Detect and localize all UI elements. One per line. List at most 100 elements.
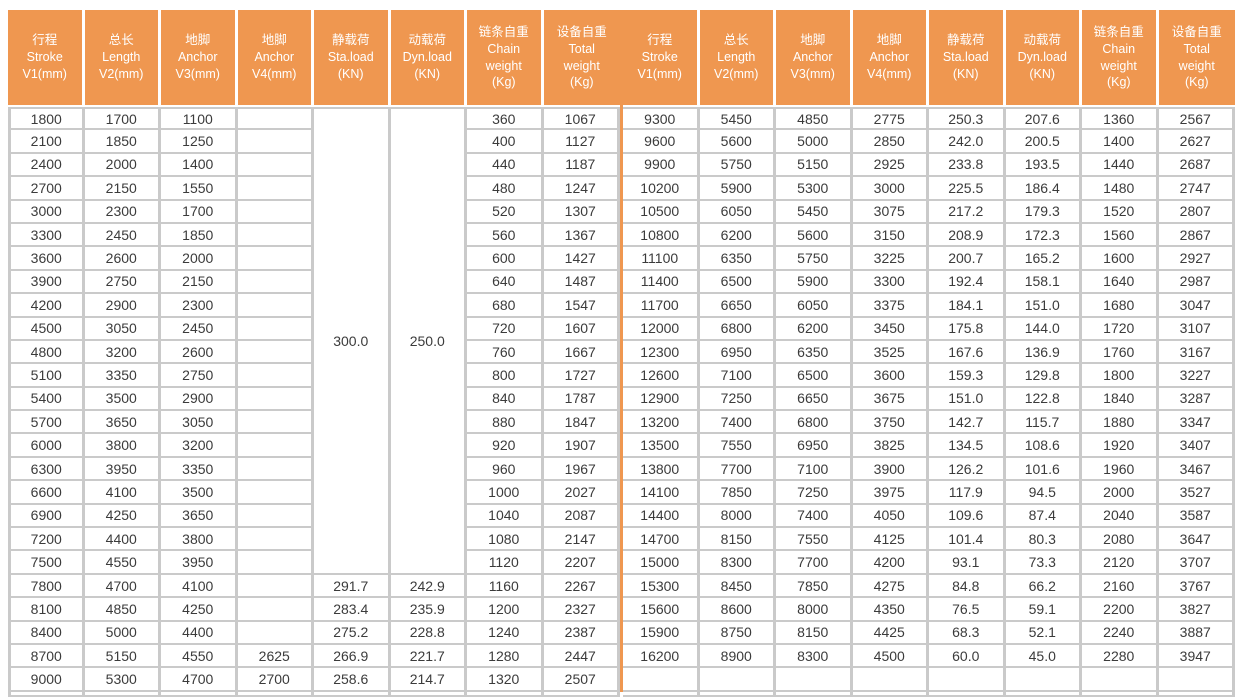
cell-dyn-load: 94.5: [1005, 481, 1082, 505]
table-row: 2100 1850 1250 400 1127: [8, 130, 620, 154]
cell-stroke: 4800: [8, 340, 85, 365]
col-header-stroke: 行程 Stroke V1(mm): [8, 10, 85, 107]
cell-length: 2150: [84, 177, 161, 201]
cell-anchor-v4: [237, 153, 314, 178]
cell-stroke: 14400: [623, 504, 700, 529]
cell-anchor-v4: [237, 598, 314, 622]
table-row: 14100 7850 7250 3975 117.9 94.5 2000 3527: [623, 481, 1235, 505]
cell-chain-weight: 2040: [1082, 504, 1159, 529]
cell-stroke: 1800: [8, 107, 85, 131]
cell-anchor-v3: 3200: [161, 434, 238, 458]
cell-dyn-load: 52.1: [1005, 621, 1082, 645]
cell-anchor-v4: 3900: [852, 457, 929, 482]
cell-total-weight: 2567: [1158, 107, 1235, 131]
cell-sta-load: 84.8: [929, 574, 1006, 599]
cell-sta-load: 101.4: [929, 528, 1006, 552]
cell-dyn-load: 129.8: [1005, 364, 1082, 388]
cell-length: 7250: [699, 387, 776, 412]
cell-stroke: 14100: [623, 481, 700, 505]
cell-sta-load: 208.9: [929, 223, 1006, 248]
cell-total-weight: 3227: [1158, 364, 1235, 388]
cell-stroke: 10200: [623, 177, 700, 201]
cell-anchor-v4: [237, 411, 314, 435]
table-row: 1800 1700 1100 300.0 250.0 360 1067: [8, 107, 620, 575]
cell-stroke: [623, 668, 700, 692]
table-row: 14400 8000 7400 4050 109.6 87.4 2040 3587: [623, 504, 1235, 529]
cell-stroke: 4200: [8, 294, 85, 318]
cell-dyn-load: 179.3: [1005, 200, 1082, 224]
spec-table-left-half: 行程 Stroke V1(mm) 总长 Length V2(mm) 地脚 Ancho…: [8, 10, 620, 697]
cell-stroke: 2100: [8, 130, 85, 154]
cell-anchor-v3: 1100: [161, 107, 238, 131]
col-header-anchor-v4: 地脚 Anchor V4(mm): [237, 10, 314, 107]
cell-chain-weight: 640: [467, 270, 544, 295]
cell-dyn-load: 186.4: [1005, 177, 1082, 201]
cell-stroke: 6900: [8, 504, 85, 529]
table-row: 9600 5600 5000 2850 242.0 200.5 1400 2627: [623, 130, 1235, 154]
cell-chain-weight: 1040: [467, 504, 544, 529]
cell-sta-load: 167.6: [929, 340, 1006, 365]
cell-chain-weight: 760: [467, 340, 544, 365]
cell-total-weight: 3347: [1158, 411, 1235, 435]
cell-length: 4250: [84, 504, 161, 529]
cell-chain-weight: 560: [467, 223, 544, 248]
table-row: 13800 7700 7100 3900 126.2 101.6 1960 3467: [623, 457, 1235, 482]
cell-sta-load: 200.7: [929, 247, 1006, 271]
cell-stroke: 4500: [8, 317, 85, 341]
cell-sta-load: 217.2: [929, 200, 1006, 224]
cell-total-weight: 2207: [543, 551, 620, 575]
table-row: 3900 2750 2150 640 1487: [8, 270, 620, 295]
cell-total-weight: 2027: [543, 481, 620, 505]
table-row: 15600 8600 8000 4350 76.5 59.1 2200 3827: [623, 598, 1235, 622]
cell-chain-weight: 1920: [1082, 434, 1159, 458]
cell-chain-weight: 880: [467, 411, 544, 435]
cell-anchor-v4: [237, 434, 314, 458]
cell-anchor-v3: 2750: [161, 364, 238, 388]
col-header-dyn-load: 动载荷 Dyn.load (KN): [390, 10, 467, 107]
cell-stroke: 13500: [623, 434, 700, 458]
table-row: 9000 5300 4700 2700 258.6 214.7 1320 2507: [8, 668, 620, 692]
cell-anchor-v3: 4400: [161, 621, 238, 645]
cell-dyn-load: 101.6: [1005, 457, 1082, 482]
cell-anchor-v4: [237, 247, 314, 271]
cell-length: 2300: [84, 200, 161, 224]
table-row: 9300 5450 4850 2775 250.3 207.6 1360 2567: [623, 107, 1235, 131]
cell-anchor-v3: 1400: [161, 153, 238, 178]
cell-anchor-v3: 5150: [776, 153, 853, 178]
table-row: 10200 5900 5300 3000 225.5 186.4 1480 2747: [623, 177, 1235, 201]
cutoff-cell: [161, 691, 238, 697]
cutoff-cell: [699, 691, 776, 697]
cell-stroke: 12300: [623, 340, 700, 365]
cell-total-weight: [1158, 668, 1235, 692]
cell-chain-weight: 840: [467, 387, 544, 412]
cell-total-weight: 2327: [543, 598, 620, 622]
cell-sta-load: 242.0: [929, 130, 1006, 154]
cell-anchor-v4: 3975: [852, 481, 929, 505]
cell-anchor-v3: 3350: [161, 457, 238, 482]
cell-total-weight: 1307: [543, 200, 620, 224]
cell-anchor-v4: [237, 177, 314, 201]
cell-total-weight: 1367: [543, 223, 620, 248]
cell-chain-weight: 2000: [1082, 481, 1159, 505]
cell-anchor-v3: 4550: [161, 644, 238, 669]
cell-anchor-v3: 5750: [776, 247, 853, 271]
cell-anchor-v3: 5000: [776, 130, 853, 154]
cell-chain-weight: 520: [467, 200, 544, 224]
cell-total-weight: 2387: [543, 621, 620, 645]
table-row: 5400 3500 2900 840 1787: [8, 387, 620, 412]
cell-anchor-v4: [237, 340, 314, 365]
cell-stroke: 15300: [623, 574, 700, 599]
col-header-anchor-v3: 地脚 Anchor V3(mm): [776, 10, 853, 107]
cell-anchor-v3: 1250: [161, 130, 238, 154]
cell-anchor-v4: 4500: [852, 644, 929, 669]
cell-anchor-v3: 7550: [776, 528, 853, 552]
cell-sta-load: 126.2: [929, 457, 1006, 482]
cell-sta-load: 76.5: [929, 598, 1006, 622]
cell-chain-weight: 1560: [1082, 223, 1159, 248]
cutoff-cell: [623, 691, 700, 697]
table-row: 10500 6050 5450 3075 217.2 179.3 1520 2807: [623, 200, 1235, 224]
table-row: 15900 8750 8150 4425 68.3 52.1 2240 3887: [623, 621, 1235, 645]
cell-anchor-v4: 3825: [852, 434, 929, 458]
cell-total-weight: 3107: [1158, 317, 1235, 341]
cell-anchor-v4: [237, 130, 314, 154]
